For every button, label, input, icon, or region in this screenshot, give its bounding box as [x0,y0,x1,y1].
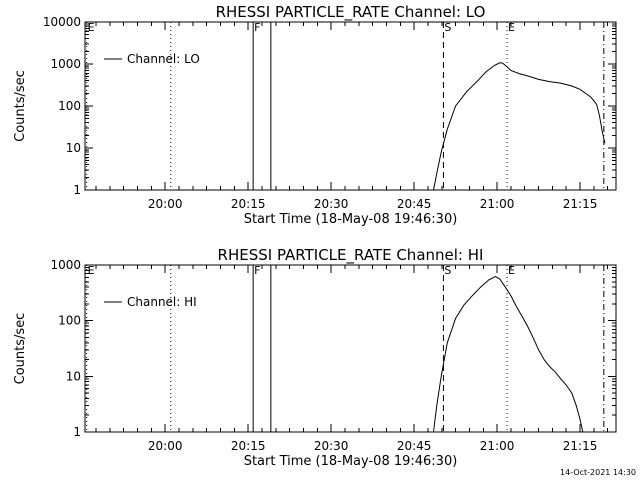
x-tick-label: 20:00 [148,439,183,453]
marker-label: S [444,21,451,34]
legend-entry: Channel: HI [127,295,197,309]
x-axis-label: Start Time (18-May-08 19:46:30) [244,212,458,227]
y-axis-label: Counts/sec [13,70,28,142]
marker-label: E [88,21,95,34]
x-tick-label: 21:15 [563,197,598,211]
y-tick-label: 1000 [50,258,81,272]
y-tick-label: 100 [58,314,81,328]
x-tick-label: 20:15 [231,197,266,211]
y-tick-label: 1000 [50,57,81,71]
chart-title: RHESSI PARTICLE_RATE Channel: LO [216,3,486,22]
marker-label: E [508,21,515,34]
x-tick-label: 21:00 [480,197,515,211]
x-axis-label: Start Time (18-May-08 19:46:30) [244,454,458,469]
series-line [433,276,584,433]
x-tick-label: 20:30 [314,439,349,453]
chart-title: RHESSI PARTICLE_RATE Channel: HI [218,246,484,265]
x-tick-label: 20:00 [148,197,183,211]
series-line [433,62,606,191]
y-tick-label: 100 [58,99,81,113]
panel-lo: RHESSI PARTICLE_RATE Channel: LO Start Ti… [13,3,617,227]
marker-label: E [88,264,95,277]
y-tick-label: 10 [66,141,81,155]
panel-hi: RHESSI PARTICLE_RATE Channel: HI Start Ti… [13,246,617,469]
x-tick-label: 20:45 [397,439,432,453]
y-tick-label: 1 [73,183,81,197]
marker-label: F [254,21,260,34]
legend-entry: Channel: LO [127,52,200,66]
marker-label: E [508,264,515,277]
x-tick-label: 21:15 [563,439,598,453]
y-axis-label: Counts/sec [13,313,28,385]
x-tick-label: 21:00 [480,439,515,453]
plot-frame [84,21,617,191]
x-tick-label: 20:30 [314,197,349,211]
plot-frame [84,264,617,433]
x-tick-label: 20:15 [231,439,266,453]
y-tick-label: 1 [73,425,81,439]
marker-label: S [444,264,451,277]
timestamp-stamp: 14-Oct-2021 14:30 [560,468,636,477]
x-tick-label: 20:45 [397,197,432,211]
marker-label: F [254,264,260,277]
y-tick-label: 10000 [43,15,81,29]
y-tick-label: 10 [66,369,81,383]
